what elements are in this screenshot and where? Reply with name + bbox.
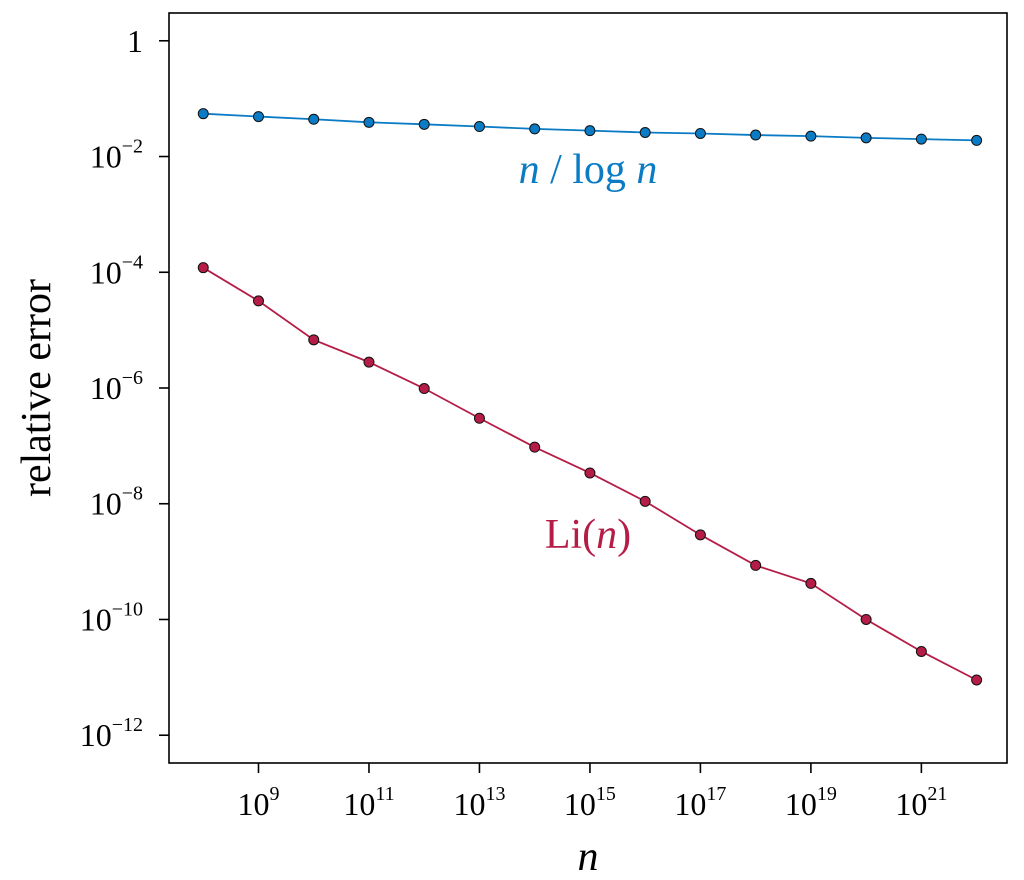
data-point-0 [916, 134, 926, 144]
x-tick-label: 1021 [895, 783, 947, 822]
y-tick-label: 10−12 [80, 714, 143, 753]
data-point-1 [751, 560, 761, 570]
x-tick-label: 1015 [564, 783, 616, 822]
data-point-0 [861, 133, 871, 143]
data-point-1 [198, 263, 208, 273]
data-point-0 [364, 117, 374, 127]
data-point-1 [640, 496, 650, 506]
data-point-0 [198, 109, 208, 119]
data-point-1 [585, 468, 595, 478]
series-label-li-n: Li(n) [545, 512, 631, 558]
x-tick-label: 1017 [674, 783, 726, 822]
data-point-1 [474, 413, 484, 423]
data-point-0 [972, 135, 982, 145]
data-point-1 [253, 296, 263, 306]
y-tick-label: 10−4 [90, 251, 143, 290]
data-point-0 [530, 124, 540, 134]
data-point-1 [916, 646, 926, 656]
series-label-n-over-log-n: n / log n [519, 147, 658, 193]
y-tick-label: 1 [127, 23, 143, 59]
x-tick-label: 109 [237, 783, 279, 822]
data-point-1 [419, 384, 429, 394]
y-axis-label: relative error [14, 279, 60, 497]
series-points [198, 109, 981, 685]
data-point-0 [474, 122, 484, 132]
data-point-0 [751, 130, 761, 140]
data-point-1 [806, 578, 816, 588]
y-tick-label: 10−6 [90, 367, 143, 406]
data-point-1 [695, 530, 705, 540]
data-point-0 [695, 128, 705, 138]
data-point-0 [253, 112, 263, 122]
data-point-0 [585, 126, 595, 136]
data-point-0 [419, 119, 429, 129]
y-axis-ticks: 1 10−2 10−4 10−6 10−8 10−10 10−12 [80, 23, 169, 753]
data-point-1 [972, 675, 982, 685]
y-tick-label: 10−10 [80, 598, 143, 637]
y-tick-label: 10−8 [90, 483, 143, 522]
data-point-1 [861, 614, 871, 624]
x-tick-label: 1013 [453, 783, 505, 822]
x-tick-label: 1011 [343, 783, 394, 822]
x-axis-label: n [578, 834, 599, 880]
data-point-0 [806, 131, 816, 141]
x-axis-ticks: 109 1011 1013 1015 1017 1019 1021 [237, 763, 947, 822]
series-lines [203, 114, 976, 680]
data-point-0 [640, 128, 650, 138]
data-point-0 [309, 114, 319, 124]
data-point-1 [530, 442, 540, 452]
data-point-1 [309, 335, 319, 345]
x-tick-label: 1019 [785, 783, 837, 822]
y-tick-label: 10−2 [90, 136, 143, 175]
data-point-1 [364, 357, 374, 367]
